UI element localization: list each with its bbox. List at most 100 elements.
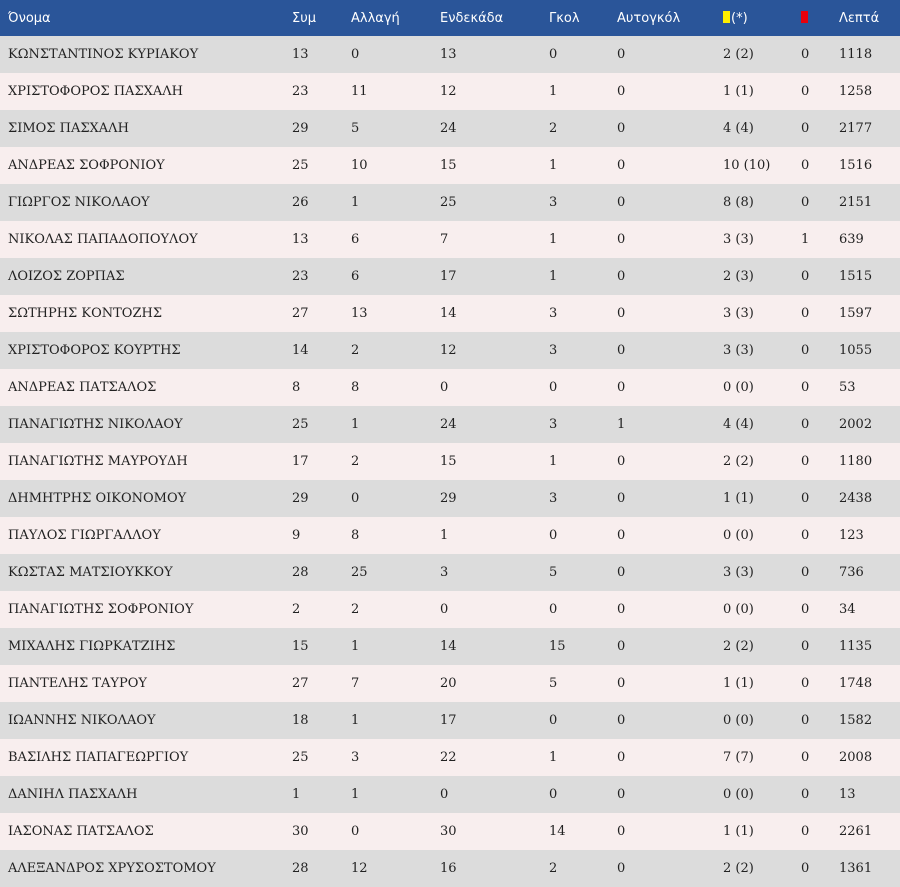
minutes-cell: 2177	[839, 121, 873, 136]
lineups-cell: 12	[440, 343, 457, 358]
table-row[interactable]: ΣΩΤΗΡΗΣ ΚΟΝΤΟΖΗΣ 27 13 14 3 0 3 (3) 0 1597	[0, 295, 900, 332]
minutes-cell: 1118	[839, 47, 873, 62]
lineups-cell: 25	[440, 195, 457, 210]
own-goals-cell: 0	[617, 528, 626, 543]
player-name-cell[interactable]: ΜΙΧΑΛΗΣ ΓΙΩΡΚΑΤΖΙΗΣ	[8, 639, 176, 654]
goals-cell: 0	[549, 602, 558, 617]
table-row[interactable]: ΝΙΚΟΛΑΣ ΠΑΠΑΔΟΠΟΥΛΟΥ 13 6 7 1 0 3 (3) 1 639	[0, 221, 900, 258]
apps-cell: 1	[292, 787, 301, 802]
minutes-cell: 123	[839, 528, 864, 543]
yellow-cards-cell: 7 (7)	[723, 750, 754, 765]
yellow-cards-cell: 2 (2)	[723, 861, 754, 876]
yellow-cards-suffix: (*)	[731, 10, 748, 26]
apps-cell: 18	[292, 713, 309, 728]
apps-cell: 29	[292, 491, 309, 506]
player-name-cell[interactable]: ΚΩΣΤΑΣ ΜΑΤΣΙΟΥΚΚΟΥ	[8, 565, 173, 580]
apps-cell: 9	[292, 528, 301, 543]
player-name-cell[interactable]: ΠΑΝΑΓΙΩΤΗΣ ΝΙΚΟΛΑΟΥ	[8, 417, 183, 432]
lineups-cell: 14	[440, 639, 457, 654]
table-row[interactable]: ΣΙΜΟΣ ΠΑΣΧΑΛΗ 29 5 24 2 0 4 (4) 0 2177	[0, 110, 900, 147]
player-name-cell[interactable]: ΑΛΕΞΑΝΔΡΟΣ ΧΡΥΣΟΣΤΟΜΟΥ	[8, 861, 216, 876]
subs-cell: 1	[351, 787, 360, 802]
yellow-cards-cell: 1 (1)	[723, 491, 754, 506]
table-row[interactable]: ΒΑΣΙΛΗΣ ΠΑΠΑΓΕΩΡΓΙΟΥ 25 3 22 1 0 7 (7) 0 2008	[0, 739, 900, 776]
table-row[interactable]: ΚΩΣΤΑΣ ΜΑΤΣΙΟΥΚΚΟΥ 28 25 3 5 0 3 (3) 0 736	[0, 554, 900, 591]
table-row[interactable]: ΠΑΝΑΓΙΩΤΗΣ ΣΟΦΡΟΝΙΟΥ 2 2 0 0 0 0 (0) 0 34	[0, 591, 900, 628]
player-name-cell[interactable]: ΙΩΑΝΝΗΣ ΝΙΚΟΛΑΟΥ	[8, 713, 156, 728]
column-header-apps[interactable]: Συμ	[292, 10, 317, 26]
player-name-cell[interactable]: ΑΝΔΡΕΑΣ ΣΟΦΡΟΝΙΟΥ	[8, 158, 165, 173]
own-goals-cell: 0	[617, 491, 626, 506]
table-row[interactable]: ΔΗΜΗΤΡΗΣ ΟΙΚΟΝΟΜΟΥ 29 0 29 3 0 1 (1) 0 2438	[0, 480, 900, 517]
own-goals-cell: 0	[617, 861, 626, 876]
player-name-cell[interactable]: ΣΙΜΟΣ ΠΑΣΧΑΛΗ	[8, 121, 129, 136]
player-name-cell[interactable]: ΠΑΝΑΓΙΩΤΗΣ ΣΟΦΡΟΝΙΟΥ	[8, 602, 194, 617]
goals-cell: 1	[549, 232, 558, 247]
goals-cell: 5	[549, 565, 558, 580]
apps-cell: 17	[292, 454, 309, 469]
table-row[interactable]: ΓΙΩΡΓΟΣ ΝΙΚΟΛΑΟΥ 26 1 25 3 0 8 (8) 0 2151	[0, 184, 900, 221]
table-row[interactable]: ΑΝΔΡΕΑΣ ΣΟΦΡΟΝΙΟΥ 25 10 15 1 0 10 (10) 0 1516	[0, 147, 900, 184]
player-name-cell[interactable]: ΠΑΝΤΕΛΗΣ ΤΑΥΡΟΥ	[8, 676, 147, 691]
goals-cell: 1	[549, 158, 558, 173]
player-name-cell[interactable]: ΓΙΩΡΓΟΣ ΝΙΚΟΛΑΟΥ	[8, 195, 150, 210]
player-name-cell[interactable]: ΝΙΚΟΛΑΣ ΠΑΠΑΔΟΠΟΥΛΟΥ	[8, 232, 198, 247]
lineups-cell: 17	[440, 269, 457, 284]
table-row[interactable]: ΑΝΔΡΕΑΣ ΠΑΤΣΑΛΟΣ 8 8 0 0 0 0 (0) 0 53	[0, 369, 900, 406]
column-header-lineups[interactable]: Ενδεκάδα	[440, 10, 504, 26]
subs-cell: 8	[351, 380, 360, 395]
player-name-cell[interactable]: ΛΟΙΖΟΣ ΖΟΡΠΑΣ	[8, 269, 125, 284]
table-row[interactable]: ΧΡΙΣΤΟΦΟΡΟΣ ΚΟΥΡΤΗΣ 14 2 12 3 0 3 (3) 0 1055	[0, 332, 900, 369]
table-row[interactable]: ΙΑΣΟΝΑΣ ΠΑΤΣΑΛΟΣ 30 0 30 14 0 1 (1) 0 2261	[0, 813, 900, 850]
minutes-cell: 2438	[839, 491, 873, 506]
table-row[interactable]: ΧΡΙΣΤΟΦΟΡΟΣ ΠΑΣΧΑΛΗ 23 11 12 1 0 1 (1) 0 1258	[0, 73, 900, 110]
column-header-yellow-cards[interactable]: (*)	[723, 0, 801, 36]
table-row[interactable]: ΠΑΝΑΓΙΩΤΗΣ ΜΑΥΡΟΥΔΗ 17 2 15 1 0 2 (2) 0 1180	[0, 443, 900, 480]
player-name-cell[interactable]: ΧΡΙΣΤΟΦΟΡΟΣ ΚΟΥΡΤΗΣ	[8, 343, 181, 358]
table-row[interactable]: ΠΑΝΑΓΙΩΤΗΣ ΝΙΚΟΛΑΟΥ 25 1 24 3 1 4 (4) 0 2002	[0, 406, 900, 443]
own-goals-cell: 0	[617, 158, 626, 173]
player-name-cell[interactable]: ΣΩΤΗΡΗΣ ΚΟΝΤΟΖΗΣ	[8, 306, 163, 321]
player-name-cell[interactable]: ΙΑΣΟΝΑΣ ΠΑΤΣΑΛΟΣ	[8, 824, 154, 839]
own-goals-cell: 0	[617, 269, 626, 284]
lineups-cell: 12	[440, 84, 457, 99]
lineups-cell: 3	[440, 565, 449, 580]
player-name-cell[interactable]: ΑΝΔΡΕΑΣ ΠΑΤΣΑΛΟΣ	[8, 380, 157, 395]
table-row[interactable]: ΜΙΧΑΛΗΣ ΓΙΩΡΚΑΤΖΙΗΣ 15 1 14 15 0 2 (2) 0 1135	[0, 628, 900, 665]
lineups-cell: 24	[440, 121, 457, 136]
yellow-cards-cell: 0 (0)	[723, 528, 754, 543]
yellow-cards-cell: 3 (3)	[723, 343, 754, 358]
player-name-cell[interactable]: ΠΑΥΛΟΣ ΓΙΩΡΓΑΛΛΟΥ	[8, 528, 161, 543]
table-row[interactable]: ΔΑΝΙΗΛ ΠΑΣΧΑΛΗ 1 1 0 0 0 0 (0) 0 13	[0, 776, 900, 813]
subs-cell: 0	[351, 824, 360, 839]
table-row[interactable]: ΙΩΑΝΝΗΣ ΝΙΚΟΛΑΟΥ 18 1 17 0 0 0 (0) 0 1582	[0, 702, 900, 739]
column-header-name[interactable]: Όνομα	[8, 10, 51, 26]
red-cards-cell: 0	[801, 713, 810, 728]
table-row[interactable]: ΚΩΝΣΤΑΝΤΙΝΟΣ ΚΥΡΙΑΚΟΥ 13 0 13 0 0 2 (2) 0 1118	[0, 36, 900, 73]
apps-cell: 25	[292, 750, 309, 765]
table-row[interactable]: ΠΑΝΤΕΛΗΣ ΤΑΥΡΟΥ 27 7 20 5 0 1 (1) 0 1748	[0, 665, 900, 702]
player-name-cell[interactable]: ΠΑΝΑΓΙΩΤΗΣ ΜΑΥΡΟΥΔΗ	[8, 454, 188, 469]
player-name-cell[interactable]: ΧΡΙΣΤΟΦΟΡΟΣ ΠΑΣΧΑΛΗ	[8, 84, 183, 99]
table-row[interactable]: ΑΛΕΞΑΝΔΡΟΣ ΧΡΥΣΟΣΤΟΜΟΥ 28 12 16 2 0 2 (2) 0 1361	[0, 850, 900, 887]
subs-cell: 1	[351, 639, 360, 654]
player-name-cell[interactable]: ΔΗΜΗΤΡΗΣ ΟΙΚΟΝΟΜΟΥ	[8, 491, 187, 506]
goals-cell: 1	[549, 84, 558, 99]
column-header-minutes[interactable]: Λεπτά	[839, 10, 880, 26]
column-header-subs[interactable]: Αλλαγή	[351, 10, 400, 26]
player-name-cell[interactable]: ΒΑΣΙΛΗΣ ΠΑΠΑΓΕΩΡΓΙΟΥ	[8, 750, 189, 765]
player-name-cell[interactable]: ΔΑΝΙΗΛ ΠΑΣΧΑΛΗ	[8, 787, 138, 802]
table-row[interactable]: ΛΟΙΖΟΣ ΖΟΡΠΑΣ 23 6 17 1 0 2 (3) 0 1515	[0, 258, 900, 295]
column-header-own-goals[interactable]: Αυτογκόλ	[617, 10, 681, 26]
column-header-red-cards[interactable]	[801, 0, 839, 36]
player-name-cell[interactable]: ΚΩΝΣΤΑΝΤΙΝΟΣ ΚΥΡΙΑΚΟΥ	[8, 47, 199, 62]
yellow-cards-cell: 2 (2)	[723, 639, 754, 654]
own-goals-cell: 0	[617, 343, 626, 358]
subs-cell: 13	[351, 306, 368, 321]
own-goals-cell: 0	[617, 602, 626, 617]
column-header-goals[interactable]: Γκολ	[549, 10, 580, 26]
yellow-card-icon	[723, 10, 730, 23]
lineups-cell: 0	[440, 380, 449, 395]
table-row[interactable]: ΠΑΥΛΟΣ ΓΙΩΡΓΑΛΛΟΥ 9 8 1 0 0 0 (0) 0 123	[0, 517, 900, 554]
yellow-cards-cell: 0 (0)	[723, 713, 754, 728]
